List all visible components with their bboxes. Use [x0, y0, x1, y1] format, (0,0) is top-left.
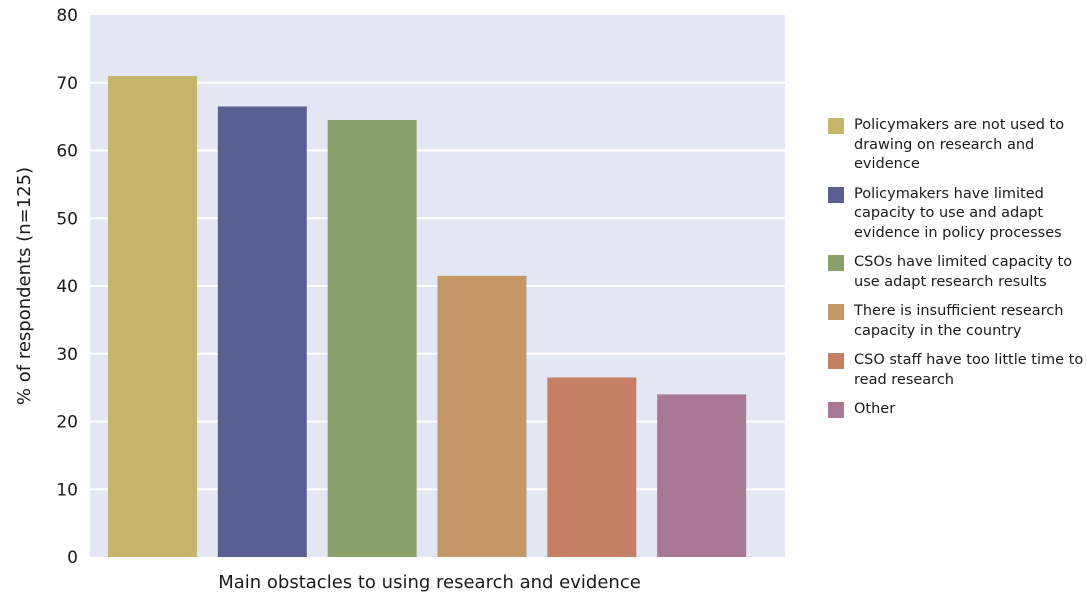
legend: Policymakers are not used to drawing on … [828, 116, 1084, 430]
x-axis-title: Main obstacles to using research and evi… [218, 572, 641, 593]
y-tick-label: 50 [56, 209, 78, 229]
legend-item: Other [828, 400, 1084, 420]
legend-label: CSOs have limited capacity to use adapt … [854, 254, 1073, 290]
bar-1 [108, 75, 197, 557]
bar-2 [217, 106, 307, 558]
y-tick-label: 40 [56, 277, 78, 297]
legend-item: Policymakers have limited capacity to us… [828, 185, 1084, 244]
legend-item: There is insufficient research capacity … [828, 302, 1084, 341]
legend-item: Policymakers are not used to drawing on … [828, 116, 1084, 175]
bar-4 [437, 275, 527, 557]
legend-label: CSO staff have too little time to read r… [854, 352, 1084, 388]
y-tick-label: 20 [56, 413, 78, 433]
legend-label: Policymakers are not used to drawing on … [854, 117, 1065, 172]
bar-5 [547, 377, 637, 557]
y-tick-label: 70 [56, 74, 78, 94]
bar-6 [657, 394, 747, 557]
legend-swatch [828, 186, 844, 203]
y-axis-title: % of respondents (n=125) [14, 167, 35, 405]
legend-label: Policymakers have limited capacity to us… [854, 185, 1062, 241]
legend-swatch [828, 304, 844, 320]
y-tick-label: 80 [56, 6, 78, 26]
legend-swatch [828, 255, 844, 271]
legend-item: CSO staff have too little time to read r… [828, 351, 1084, 390]
legend-swatch [828, 402, 844, 418]
legend-item: CSOs have limited capacity to use adapt … [828, 253, 1084, 292]
bars [108, 75, 747, 558]
legend-label: Other [854, 401, 896, 417]
legend-label: There is insufficient research capacity … [854, 303, 1064, 339]
legend-swatch [828, 353, 844, 369]
y-tick-label: 60 [56, 142, 78, 162]
y-tick-label: 30 [56, 345, 78, 365]
y-axis-ticks: 0 10 20 30 40 50 60 70 80 [56, 6, 78, 568]
bar-3 [327, 120, 417, 557]
y-tick-label: 10 [56, 480, 78, 500]
legend-swatch [828, 118, 844, 134]
y-tick-label: 0 [67, 548, 78, 568]
